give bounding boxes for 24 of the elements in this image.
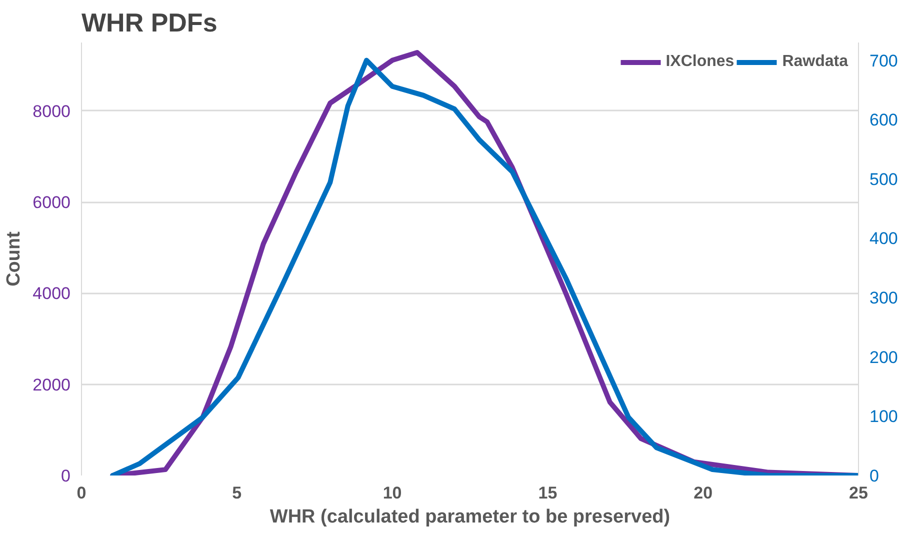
x-tick-label: 15 (538, 484, 558, 502)
x-axis-title: WHR (calculated parameter to be preserved) (270, 506, 670, 528)
y2-tick-label: 600 (870, 110, 898, 130)
y-tick-label: 0 (61, 466, 71, 486)
chart-title: WHR PDFs (82, 8, 218, 38)
legend-label: Rawdata (782, 53, 848, 71)
y-tick-label: 2000 (32, 375, 71, 394)
y-axis-title: Count (4, 230, 25, 286)
y2-tick-label: 100 (870, 407, 898, 426)
x-tick-label: 5 (232, 484, 242, 502)
y-tick-label: 6000 (32, 193, 71, 212)
y2-tick-label: 400 (870, 229, 898, 248)
y2-tick-label: 700 (870, 51, 898, 70)
x-tick-label: 0 (76, 484, 86, 502)
x-tick-label: 25 (849, 484, 868, 502)
y2-tick-label: 500 (870, 170, 898, 189)
y2-tick-label: 0 (870, 466, 879, 486)
legend-label: IXClones (666, 53, 734, 71)
y-tick-label: 8000 (32, 102, 71, 121)
x-tick-label: 20 (694, 484, 713, 502)
y-tick-label: 4000 (32, 284, 71, 304)
y2-tick-label: 300 (870, 288, 898, 308)
y2-tick-label: 200 (870, 348, 898, 367)
x-tick-label: 10 (382, 484, 402, 502)
